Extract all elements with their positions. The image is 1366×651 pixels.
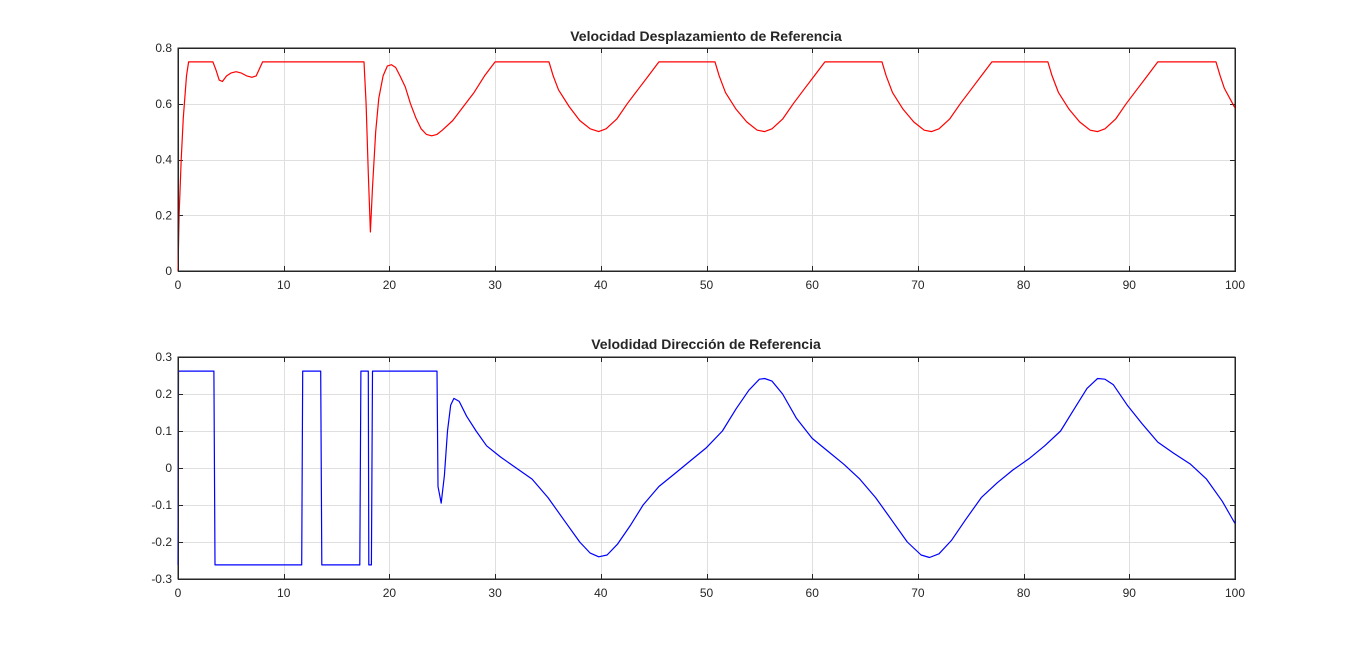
chart-1-y-tick-label: 0.8 <box>155 41 172 55</box>
chart-1-series-line <box>177 61 1236 272</box>
chart-1-x-tick-label: 100 <box>1225 278 1245 292</box>
chart-1-y-tick-label: 0 <box>165 264 172 278</box>
chart-2-x-tick-label: 30 <box>488 586 502 600</box>
chart-1-axes-border <box>178 48 1236 272</box>
chart-2-x-tick-label: 80 <box>1017 586 1031 600</box>
chart-2-x-tick-label: 0 <box>175 586 182 600</box>
chart-2-x-tick-label: 90 <box>1123 586 1137 600</box>
chart-1-title: Velocidad Desplazamiento de Referencia <box>570 28 842 44</box>
chart-2-x-tick-label: 100 <box>1225 586 1245 600</box>
chart-1-series <box>177 61 1236 272</box>
chart-1-x-tick-label: 40 <box>594 278 608 292</box>
chart-2-title: Velodidad Dirección de Referencia <box>591 336 821 352</box>
chart-2-ticks: 0 10 20 30 40 50 60 70 80 90 100 -0.3 -0.2 -0.1 0 0.1 0.… <box>151 350 1245 600</box>
chart-1-x-tick-label: 80 <box>1017 278 1031 292</box>
chart-1-plot-area <box>177 47 1236 272</box>
chart-2-series <box>177 370 1236 566</box>
chart-2-x-tick-label: 60 <box>806 586 820 600</box>
chart-1-x-tick-label: 30 <box>488 278 502 292</box>
chart-2-y-tick-label: -0.2 <box>151 535 172 549</box>
chart-2-y-tick-label: 0.1 <box>155 424 172 438</box>
chart-2-x-tick-label: 10 <box>277 586 291 600</box>
chart-2-y-tick-label: -0.3 <box>151 572 172 586</box>
chart-1-ticks: 0 10 20 30 40 50 60 70 80 90 100 0 0.2 0.4 0.6 0.8 <box>155 41 1245 292</box>
chart-1-x-tick-label: 70 <box>911 278 925 292</box>
chart-1-x-tick-label: 90 <box>1123 278 1137 292</box>
chart-1-x-tick-label: 20 <box>383 278 397 292</box>
chart-1-x-tick-label: 0 <box>175 278 182 292</box>
chart-2-axes: 0 10 20 30 40 50 60 70 80 90 100 -0.3 -0.2 -0.1 0 0.1 0.… <box>151 336 1245 600</box>
chart-1-y-tick-label: 0.4 <box>155 153 172 167</box>
chart-2-series-line <box>177 370 1236 566</box>
chart-2-y-tick-label: 0.2 <box>155 387 172 401</box>
chart-1-y-tick-label: 0.2 <box>155 208 172 222</box>
chart-1-x-tick-label: 10 <box>277 278 291 292</box>
chart-2-x-tick-label: 50 <box>700 586 714 600</box>
chart-2-y-tick-label: -0.1 <box>151 498 172 512</box>
chart-1-x-tick-label: 60 <box>806 278 820 292</box>
chart-1-y-tick-label: 0.6 <box>155 97 172 111</box>
chart-2-axes-border <box>178 357 1236 580</box>
chart-2-x-tick-label: 70 <box>911 586 925 600</box>
chart-1-x-tick-label: 50 <box>700 278 714 292</box>
chart-2-x-tick-label: 20 <box>383 586 397 600</box>
chart-2-x-tick-label: 40 <box>594 586 608 600</box>
chart-2-y-tick-label: 0 <box>165 461 172 475</box>
chart-1-axes: 0 10 20 30 40 50 60 70 80 90 100 0 0.2 0.4 0.6 0.8 Velo… <box>155 28 1245 292</box>
chart-2-y-tick-label: 0.3 <box>155 350 172 364</box>
